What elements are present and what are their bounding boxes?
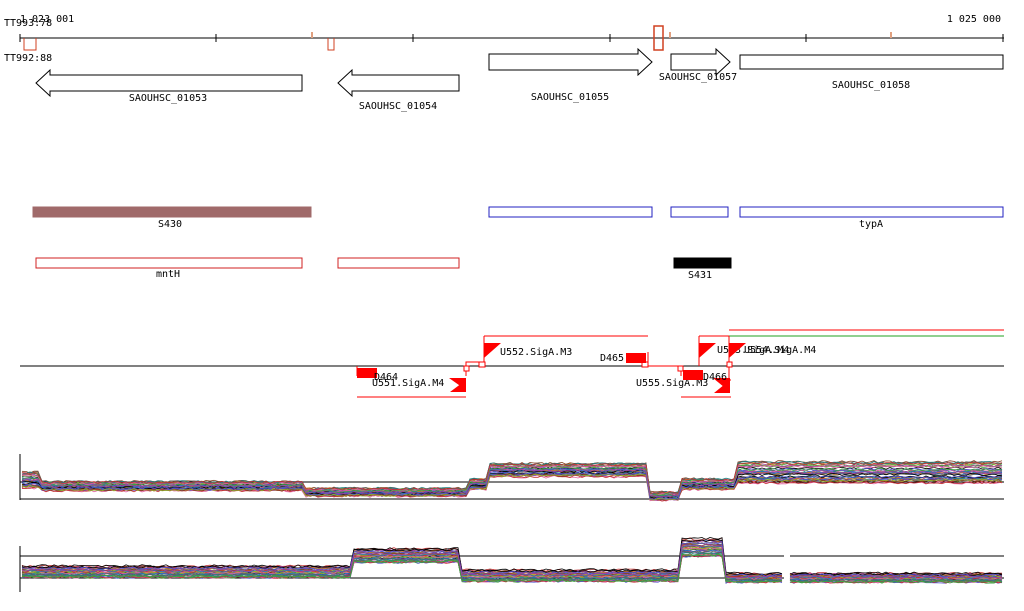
feature-blue-box[interactable] [670,206,729,218]
coordinate-ruler: 1 023 001 1 025 000 TT993:78 TT992:88 [4,14,1004,64]
feature-s430[interactable]: S430 [32,206,312,230]
promoter-label: U554.SigA.M4 [744,345,816,356]
operon-node [463,365,470,372]
promoter-u555-siga-m3[interactable]: U555.SigA.M3 [636,378,730,393]
expression-profile-line [21,468,1003,498]
expression-profile-line [21,553,1003,584]
feature-label: S430 [158,219,182,230]
gene-label: SAOUHSC_01058 [832,80,910,91]
promoter-u553-siga-m4[interactable]: U553.SigA.M4 [699,343,789,358]
promoter-d465[interactable]: D465 [600,353,646,364]
feature-label: typA [859,219,883,230]
expression-panel-upper [19,454,1004,502]
ruler-end-label: 1 025 000 [947,14,1001,25]
feature-label: mntH [156,269,180,280]
ruler-start-label: 1 023 001 [20,14,74,25]
feature-blue-box[interactable] [488,206,653,218]
tt-marker-label: TT992:88 [4,53,52,64]
expression-profile-line [21,541,1003,577]
gene-label: SAOUHSC_01057 [659,72,737,83]
gene-track: SAOUHSC_01053 SAOUHSC_01054 SAOUHSC_0105… [35,47,1004,112]
feature-red-box[interactable] [337,257,460,269]
expression-profile-line [21,474,1003,502]
gene-label: SAOUHSC_01054 [359,101,437,112]
tt-marker-label: TT993:78 [4,18,52,29]
feature-mnth[interactable]: mntH [35,257,303,280]
operon-connector [728,336,731,381]
promoter-label: U553.SigA.M4 [717,345,789,356]
expression-panel-lower [19,536,1004,592]
operon-connector [647,352,682,376]
feature-track-2: mntH S431 [35,257,732,281]
expression-profile-line [21,550,1003,582]
gene-saouhsc-01057[interactable]: SAOUHSC_01057 [659,47,737,83]
gene-saouhsc-01055[interactable]: SAOUHSC_01055 [488,47,653,103]
gene-saouhsc-01058[interactable]: SAOUHSC_01058 [739,54,1004,91]
operon-node [726,361,733,368]
expression-profile-line [21,461,1003,495]
expression-profile-line [21,543,1003,579]
promoter-track: D464 U551.SigA.M4 U552.SigA.M3 D465 U555… [20,329,1004,398]
promoter-u552-siga-m3[interactable]: U552.SigA.M3 [484,343,572,358]
feature-typa[interactable]: typA [739,206,1004,230]
promoter-label: D465 [600,353,624,364]
promoter-u554-siga-m4[interactable]: U554.SigA.M4 [729,343,816,358]
gene-saouhsc-01054[interactable]: SAOUHSC_01054 [337,68,460,112]
expression-curves [21,460,1003,502]
gene-label: SAOUHSC_01055 [531,92,609,103]
feature-label: S431 [688,270,712,281]
tt-marker-notch [23,38,37,51]
expression-curves [21,536,1003,584]
tt-marker-notch [327,38,335,51]
expression-profile-line [21,468,1003,498]
expression-profile-line [21,473,1003,501]
promoter-u551-siga-m4[interactable]: U551.SigA.M4 [372,378,466,392]
promoter-label: D466 [703,372,727,383]
tt-marker-notch [653,25,664,51]
gene-label: SAOUHSC_01053 [129,93,207,104]
promoter-label: U552.SigA.M3 [500,347,572,358]
promoter-label: U551.SigA.M4 [372,378,444,389]
expression-profile-line [21,471,1003,499]
operon-node [677,365,684,372]
feature-s431[interactable]: S431 [673,257,732,281]
promoter-d464[interactable]: D464 [357,368,398,383]
promoter-d466[interactable]: D466 [683,370,727,383]
feature-track-1: S430 typA [32,206,1004,230]
promoter-label: U555.SigA.M3 [636,378,708,389]
gene-saouhsc-01053[interactable]: SAOUHSC_01053 [35,68,303,104]
promoter-label: D464 [374,372,398,383]
expression-profile-line [21,471,1003,500]
operon-node [478,361,486,368]
